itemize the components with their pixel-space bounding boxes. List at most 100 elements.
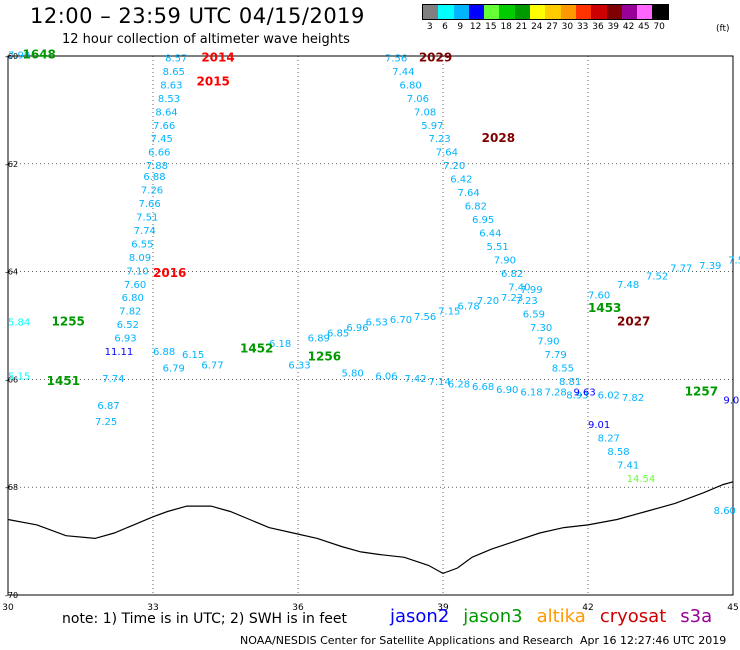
swh-value-label: 7.99 <box>8 51 30 62</box>
swh-value-label: 7.64 <box>458 188 480 199</box>
swh-value-label: 5.15 <box>8 371 30 382</box>
legend-label: 39 <box>607 22 620 32</box>
footnote: note: 1) Time is in UTC; 2) SWH is in fe… <box>62 611 348 627</box>
swh-value-label: 5.97 <box>421 121 443 132</box>
swh-value-label: 6.33 <box>288 361 310 372</box>
pass-time-label: 2027 <box>617 315 650 329</box>
legend-label: 3 <box>426 22 433 32</box>
lon-tick-label: 36 <box>292 603 304 613</box>
legend-swatch <box>499 5 515 19</box>
swh-value-label: 7.14 <box>429 377 451 388</box>
swh-value-label: 8.64 <box>155 107 177 118</box>
swh-value-label: 6.88 <box>143 172 165 183</box>
swh-value-label: 6.18 <box>520 388 542 399</box>
mission-name: s3a <box>680 606 713 627</box>
mission-name: jason3 <box>463 606 523 627</box>
swh-value-label: 7.30 <box>530 323 552 334</box>
swh-value-label: 6.85 <box>327 328 349 339</box>
lat-tick-label: -66 <box>5 375 18 384</box>
swh-value-label: 6.88 <box>153 347 175 358</box>
swh-value-label: 8.81 <box>559 377 581 388</box>
legend-swatch <box>591 5 607 19</box>
swh-value-label: 6.44 <box>479 229 501 240</box>
swh-value-label: 7.56 <box>385 53 407 64</box>
lon-tick-label: 33 <box>147 603 158 613</box>
swh-value-label: 7.20 <box>477 296 499 307</box>
swh-value-label: 6.95 <box>472 215 494 226</box>
swh-value-label: 7.06 <box>407 94 429 105</box>
swh-value-label: 7.15 <box>438 307 460 318</box>
legend-label: 36 <box>592 22 604 32</box>
swh-value-label: 8.27 <box>598 433 620 444</box>
swh-value-label: 6.52 <box>117 320 139 331</box>
legend-swatches <box>422 4 669 20</box>
swh-value-label: 8.60 <box>714 506 736 517</box>
swh-value-label: 7.66 <box>153 121 175 132</box>
swh-value-label: 7.60 <box>124 280 146 291</box>
swh-value-label: 7.41 <box>617 460 639 471</box>
lat-tick-label: -68 <box>5 483 18 492</box>
pass-time-label: 2015 <box>197 75 230 89</box>
swh-value-label: 6.82 <box>465 202 487 213</box>
legend-swatch <box>621 5 638 19</box>
swh-value-label: 6.55 <box>131 239 153 250</box>
swh-value-label: 7.23 <box>516 296 538 307</box>
swh-value-label: 6.78 <box>458 301 480 312</box>
swh-value-label: 7.79 <box>545 350 567 361</box>
legend-label: 18 <box>500 22 512 32</box>
legend-label: 6 <box>442 22 448 32</box>
swh-value-label: 7.23 <box>501 293 523 304</box>
swh-value-label: 7.74 <box>102 374 124 385</box>
legend-swatch <box>438 5 454 19</box>
pass-time-label: 1257 <box>685 385 718 399</box>
swh-value-label: 8.93 <box>566 390 588 401</box>
swh-value-label: 7.10 <box>126 266 148 277</box>
swh-value-label: 6.28 <box>448 379 470 390</box>
swh-value-label: 7.82 <box>119 307 141 318</box>
legend-label: 30 <box>561 22 574 32</box>
mission-legend: jason2 jason3 altika cryosat s3a <box>390 606 712 627</box>
swh-value-label: 7.51 <box>136 212 158 223</box>
swh-value-label: 6.06 <box>375 371 397 382</box>
pass-time-label: 1452 <box>240 341 273 355</box>
swh-value-label: 7.20 <box>443 161 465 172</box>
antarctic-coastline <box>7 481 734 575</box>
pass-time-label: 2029 <box>419 50 452 64</box>
swh-value-label: 7.74 <box>134 226 156 237</box>
swh-value-label: 6.18 <box>269 339 291 350</box>
swh-value-label: 8.65 <box>163 67 185 78</box>
legend-label: 15 <box>485 22 497 32</box>
swh-value-label: 7.44 <box>392 67 414 78</box>
swh-value-label: 7.88 <box>146 161 168 172</box>
swh-value-label: 7.82 <box>622 393 644 404</box>
swh-value-label: 9.01 <box>588 420 610 431</box>
legend-swatch <box>637 5 653 19</box>
swh-value-label: 5.80 <box>342 369 364 380</box>
lon-tick-label: 45 <box>727 603 738 613</box>
swh-value-label: 8.63 <box>160 80 182 91</box>
pass-time-label: 2016 <box>153 266 186 280</box>
swh-value-label: 8.57 <box>165 53 187 64</box>
legend-label: 42 <box>622 22 635 32</box>
lat-tick-label: -64 <box>5 268 18 277</box>
swh-value-label: 9.06 <box>723 396 740 407</box>
legend-label: 45 <box>638 22 650 32</box>
swh-value-label: 8.58 <box>607 447 629 458</box>
swh-value-label: 7.90 <box>494 256 516 267</box>
swh-value-label: 6.59 <box>523 309 545 320</box>
swh-value-label: 6.70 <box>390 315 412 326</box>
legend-swatch <box>423 5 439 19</box>
legend-label: 12 <box>469 22 482 32</box>
lat-tick-label: -60 <box>5 52 18 61</box>
swh-value-label: 7.60 <box>588 291 610 302</box>
swh-value-label: 6.02 <box>598 390 620 401</box>
swh-value-label: 7.66 <box>139 199 161 210</box>
lon-tick-label: 42 <box>582 603 593 613</box>
legend-swatch <box>560 5 576 19</box>
pass-time-label: 1453 <box>588 301 621 315</box>
pass-time-label: 1255 <box>52 315 85 329</box>
swh-value-label: 6.42 <box>450 175 472 186</box>
swh-value-label: 6.96 <box>346 323 368 334</box>
